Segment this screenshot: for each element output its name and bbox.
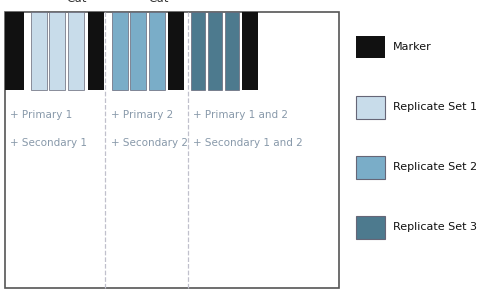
Bar [167, 12, 183, 90]
Bar [148, 12, 165, 90]
Bar [224, 12, 239, 90]
Bar [49, 12, 65, 90]
Text: Replicate Set 2: Replicate Set 2 [393, 162, 476, 172]
Text: Cut: Cut [149, 0, 169, 4]
Text: + Secondary 1: + Secondary 1 [10, 138, 87, 148]
Bar [356, 36, 384, 58]
Bar [30, 12, 46, 90]
Bar [87, 12, 103, 90]
Bar [356, 156, 384, 178]
Bar [207, 12, 222, 90]
Bar [5, 12, 339, 288]
Text: Replicate Set 1: Replicate Set 1 [393, 102, 476, 112]
Bar [5, 12, 24, 90]
Text: + Secondary 1 and 2: + Secondary 1 and 2 [193, 138, 302, 148]
Text: Cut: Cut [66, 0, 87, 4]
Text: + Primary 2: + Primary 2 [110, 110, 172, 119]
Bar [356, 96, 384, 118]
Bar [111, 12, 127, 90]
Text: Marker: Marker [393, 42, 431, 52]
Text: + Secondary 2: + Secondary 2 [110, 138, 187, 148]
Text: + Primary 1 and 2: + Primary 1 and 2 [193, 110, 287, 119]
Bar [68, 12, 83, 90]
Text: Replicate Set 3: Replicate Set 3 [393, 222, 476, 232]
Bar [356, 216, 384, 239]
Bar [130, 12, 146, 90]
Text: + Primary 1: + Primary 1 [10, 110, 72, 119]
Bar [190, 12, 205, 90]
Bar [241, 12, 257, 90]
